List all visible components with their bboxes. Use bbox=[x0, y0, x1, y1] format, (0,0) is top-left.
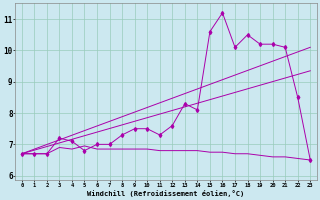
X-axis label: Windchill (Refroidissement éolien,°C): Windchill (Refroidissement éolien,°C) bbox=[87, 190, 244, 197]
